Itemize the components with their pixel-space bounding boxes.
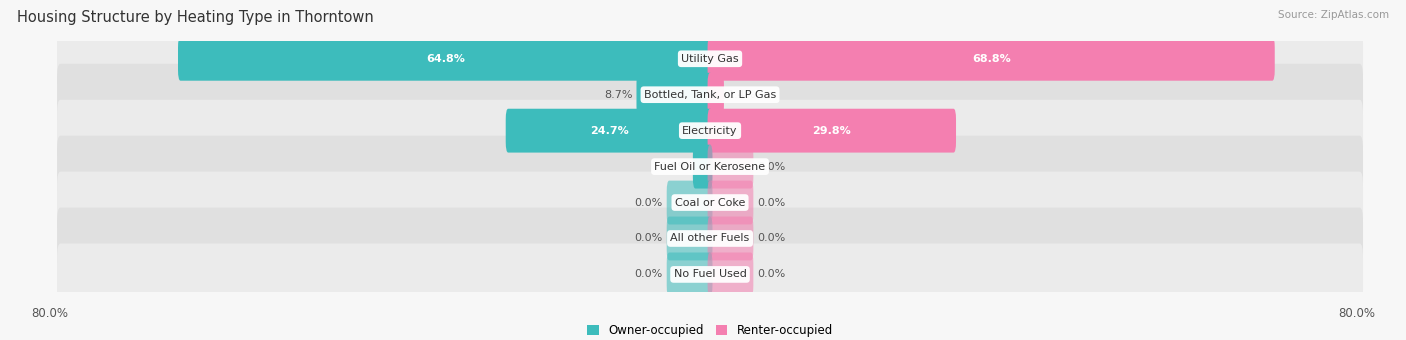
FancyBboxPatch shape: [707, 145, 754, 188]
FancyBboxPatch shape: [506, 109, 713, 153]
FancyBboxPatch shape: [693, 145, 713, 188]
FancyBboxPatch shape: [58, 136, 1362, 198]
Text: 8.7%: 8.7%: [605, 90, 633, 100]
FancyBboxPatch shape: [707, 253, 754, 296]
Text: Source: ZipAtlas.com: Source: ZipAtlas.com: [1278, 10, 1389, 20]
FancyBboxPatch shape: [58, 172, 1362, 234]
Text: 68.8%: 68.8%: [972, 54, 1011, 64]
FancyBboxPatch shape: [707, 73, 724, 117]
FancyBboxPatch shape: [707, 217, 754, 260]
Text: 0.0%: 0.0%: [634, 269, 662, 279]
FancyBboxPatch shape: [58, 208, 1362, 269]
Text: 0.0%: 0.0%: [634, 198, 662, 207]
FancyBboxPatch shape: [666, 181, 713, 224]
Text: Coal or Coke: Coal or Coke: [675, 198, 745, 207]
FancyBboxPatch shape: [179, 37, 713, 81]
Text: 24.7%: 24.7%: [589, 126, 628, 136]
Text: No Fuel Used: No Fuel Used: [673, 269, 747, 279]
Text: 0.0%: 0.0%: [758, 162, 786, 172]
FancyBboxPatch shape: [58, 28, 1362, 90]
Text: 80.0%: 80.0%: [1339, 307, 1375, 320]
FancyBboxPatch shape: [637, 73, 713, 117]
FancyBboxPatch shape: [666, 253, 713, 296]
Legend: Owner-occupied, Renter-occupied: Owner-occupied, Renter-occupied: [582, 319, 838, 340]
FancyBboxPatch shape: [707, 181, 754, 224]
Text: 1.8%: 1.8%: [661, 162, 689, 172]
Text: Housing Structure by Heating Type in Thorntown: Housing Structure by Heating Type in Tho…: [17, 10, 374, 25]
Text: 0.0%: 0.0%: [634, 234, 662, 243]
FancyBboxPatch shape: [58, 243, 1362, 305]
FancyBboxPatch shape: [707, 109, 956, 153]
Text: 64.8%: 64.8%: [426, 54, 464, 64]
Text: Utility Gas: Utility Gas: [682, 54, 738, 64]
Text: 0.0%: 0.0%: [758, 234, 786, 243]
Text: 29.8%: 29.8%: [813, 126, 851, 136]
Text: All other Fuels: All other Fuels: [671, 234, 749, 243]
Text: 1.4%: 1.4%: [728, 90, 756, 100]
Text: 0.0%: 0.0%: [758, 269, 786, 279]
Text: 0.0%: 0.0%: [758, 198, 786, 207]
Text: Electricity: Electricity: [682, 126, 738, 136]
Text: Bottled, Tank, or LP Gas: Bottled, Tank, or LP Gas: [644, 90, 776, 100]
Text: Fuel Oil or Kerosene: Fuel Oil or Kerosene: [654, 162, 766, 172]
FancyBboxPatch shape: [707, 37, 1275, 81]
FancyBboxPatch shape: [666, 217, 713, 260]
FancyBboxPatch shape: [58, 64, 1362, 125]
Text: 80.0%: 80.0%: [31, 307, 67, 320]
FancyBboxPatch shape: [58, 100, 1362, 162]
